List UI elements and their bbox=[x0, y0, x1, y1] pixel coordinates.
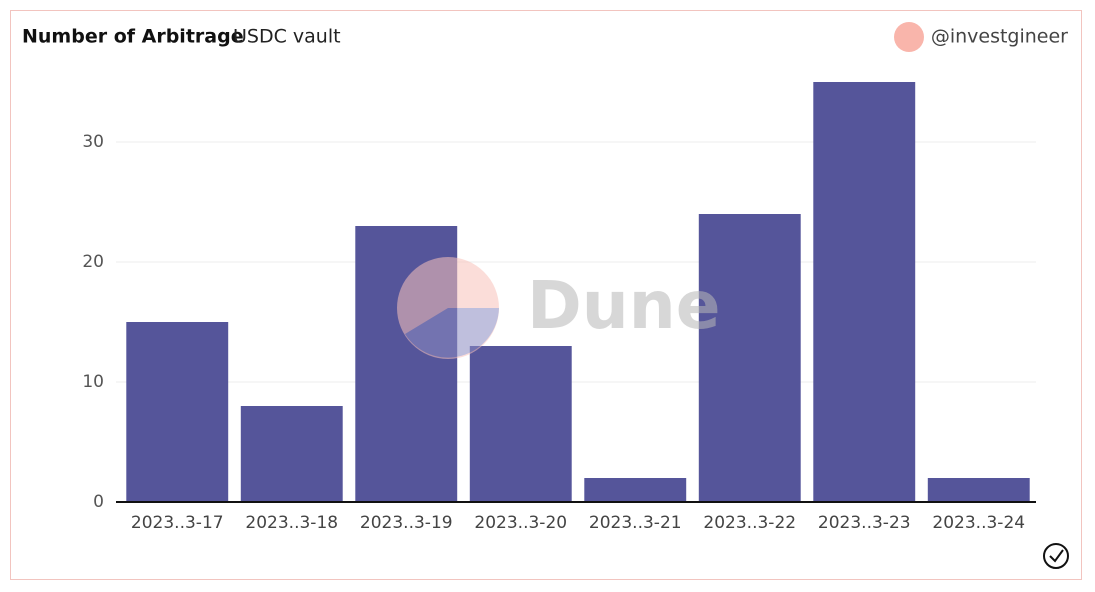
bar bbox=[126, 322, 229, 502]
y-tick-label: 20 bbox=[82, 252, 104, 272]
x-tick-label: 2023..3-21 bbox=[589, 513, 682, 533]
author-avatar bbox=[894, 22, 924, 52]
watermark-text: Dune bbox=[527, 267, 721, 344]
bar bbox=[584, 478, 687, 502]
bar bbox=[240, 406, 343, 502]
chart-subtitle: USDC vault bbox=[233, 26, 341, 48]
plot: 0 10 20 30 2023..3-17 2023..3-18 2023..3-19 202… bbox=[82, 82, 1036, 533]
y-tick-label: 0 bbox=[93, 492, 104, 512]
check-circle bbox=[1043, 543, 1069, 569]
x-tick-label: 2023..3-20 bbox=[474, 513, 567, 533]
x-tick-label: 2023..3-19 bbox=[360, 513, 453, 533]
bar bbox=[698, 214, 801, 502]
chart-title: Number of Arbitrage bbox=[22, 26, 244, 48]
x-tick-label: 2023..3-22 bbox=[703, 513, 796, 533]
watermark: Dune bbox=[397, 257, 721, 359]
watermark-logo bbox=[405, 308, 499, 358]
x-tick-label: 2023..3-18 bbox=[245, 513, 338, 533]
y-tick-label: 10 bbox=[82, 372, 104, 392]
bar bbox=[927, 478, 1030, 502]
x-tick-label: 2023..3-17 bbox=[131, 513, 224, 533]
bar bbox=[469, 346, 572, 502]
x-tick-label: 2023..3-24 bbox=[932, 513, 1025, 533]
bar bbox=[813, 82, 916, 502]
x-tick-label: 2023..3-23 bbox=[818, 513, 911, 533]
check-mark bbox=[1049, 549, 1064, 563]
check-icon[interactable] bbox=[1043, 543, 1069, 569]
author[interactable]: @investgineer bbox=[931, 26, 1068, 48]
y-tick-label: 30 bbox=[82, 132, 104, 152]
